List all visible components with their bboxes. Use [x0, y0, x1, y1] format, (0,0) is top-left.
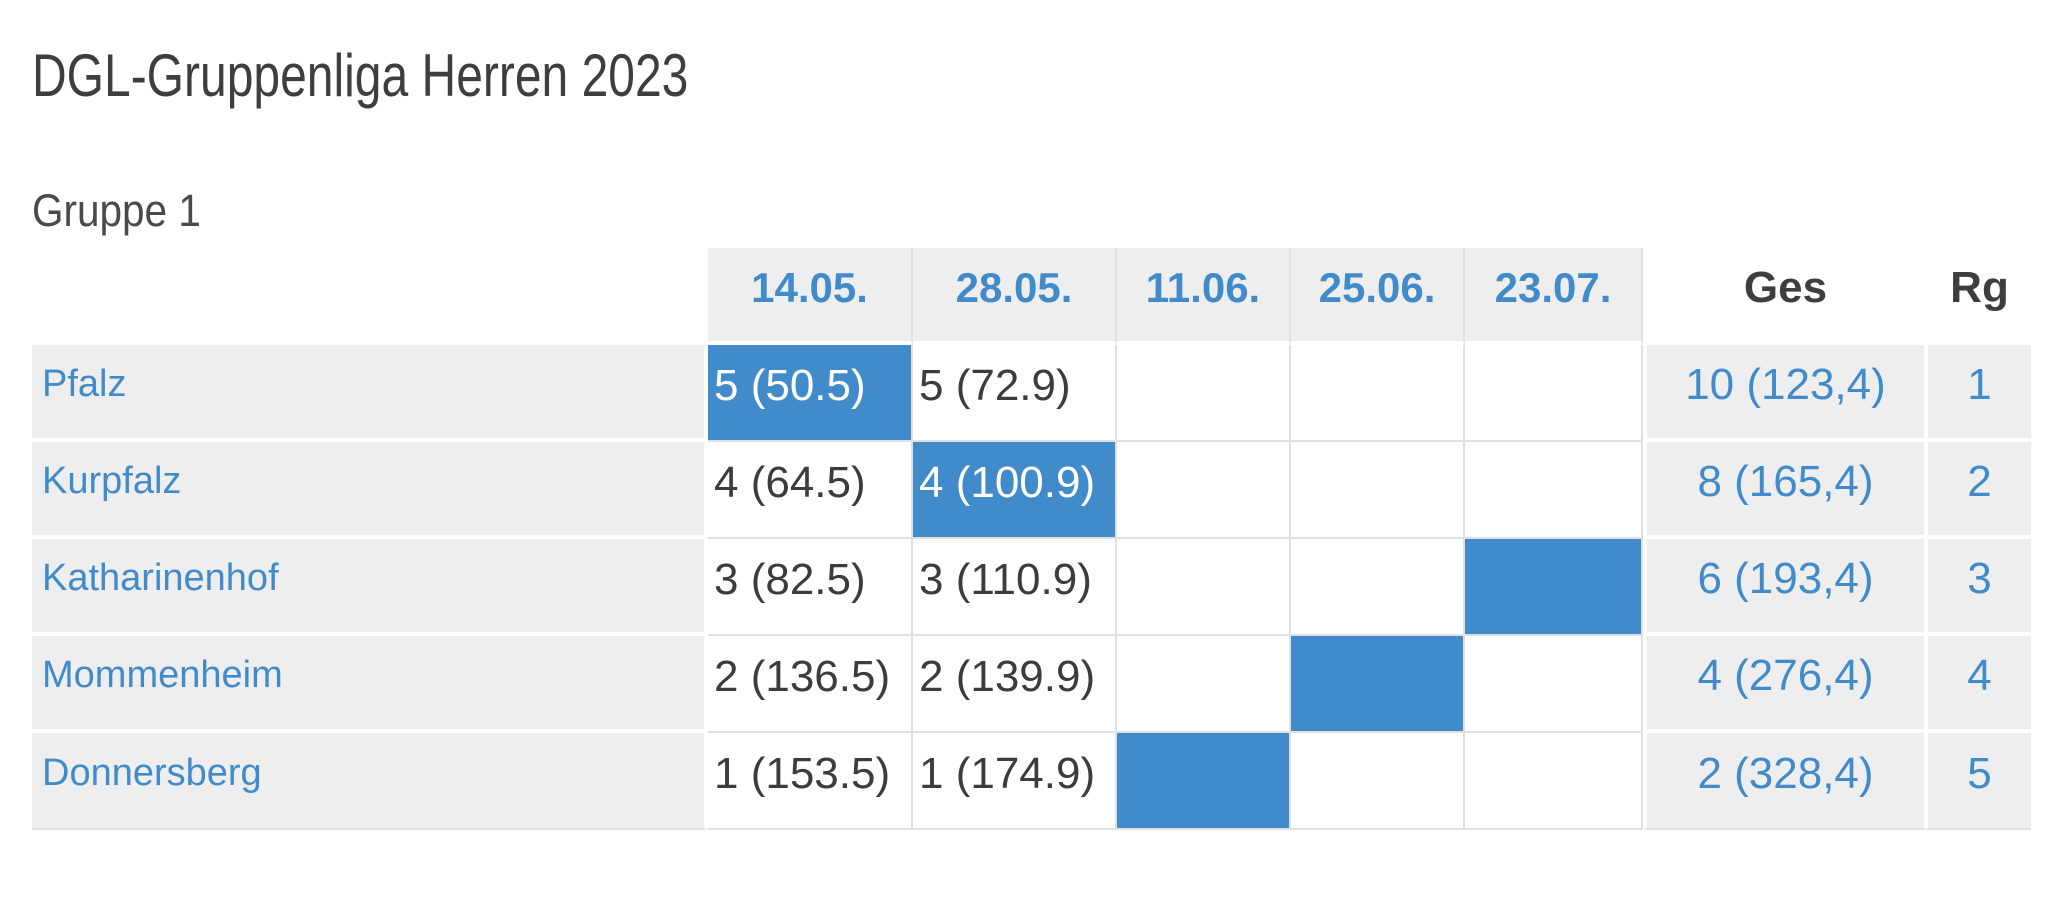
team-link[interactable]: Donnersberg — [42, 752, 262, 794]
date-header-1106[interactable]: 11.06. — [1117, 248, 1291, 345]
team-link[interactable]: Pfalz — [42, 363, 127, 405]
result-cell: 3 (110.9) — [913, 539, 1117, 636]
page: DGL-Gruppenliga Herren 2023 Gruppe 1 14.… — [0, 40, 2048, 830]
team-cell: Kurpfalz — [32, 442, 708, 539]
total-cell: 10 (123,4) — [1643, 345, 1924, 442]
team-link[interactable]: Kurpfalz — [42, 460, 182, 502]
rank-cell: 1 — [1924, 345, 2031, 442]
result-cell — [1291, 539, 1465, 636]
result-cell: 4 (64.5) — [708, 442, 913, 539]
result-cell: 4 (100.9) — [913, 442, 1117, 539]
result-cell — [1291, 345, 1465, 442]
team-cell: Mommenheim — [32, 636, 708, 733]
date-header-1405[interactable]: 14.05. — [708, 248, 913, 345]
header-row: 14.05. 28.05. 11.06. 25.06. 23.07. Ges R… — [32, 248, 2031, 345]
team-cell: Pfalz — [32, 345, 708, 442]
team-cell: Donnersberg — [32, 733, 708, 830]
rank-cell: 3 — [1924, 539, 2031, 636]
result-cell — [1291, 733, 1465, 830]
date-header-2805[interactable]: 28.05. — [913, 248, 1117, 345]
result-cell — [1465, 345, 1643, 442]
total-cell: 2 (328,4) — [1643, 733, 1924, 830]
table-row: Katharinenhof 3 (82.5) 3 (110.9) 6 (193,… — [32, 539, 2031, 636]
result-cell — [1117, 345, 1291, 442]
page-title: DGL-Gruppenliga Herren 2023 — [32, 42, 689, 109]
result-cell — [1465, 733, 1643, 830]
result-cell: 5 (72.9) — [913, 345, 1117, 442]
result-cell — [1117, 733, 1291, 830]
rank-cell: 2 — [1924, 442, 2031, 539]
league-standings-table: 14.05. 28.05. 11.06. 25.06. 23.07. Ges R… — [32, 248, 2031, 830]
result-cell — [1465, 442, 1643, 539]
result-cell — [1117, 442, 1291, 539]
table-row: Mommenheim 2 (136.5) 2 (139.9) 4 (276,4)… — [32, 636, 2031, 733]
total-cell: 8 (165,4) — [1643, 442, 1924, 539]
table-row: Kurpfalz 4 (64.5) 4 (100.9) 8 (165,4) 2 — [32, 442, 2031, 539]
team-cell: Katharinenhof — [32, 539, 708, 636]
result-cell: 1 (174.9) — [913, 733, 1117, 830]
group-title: Gruppe 1 — [32, 185, 201, 236]
rank-cell: 4 — [1924, 636, 2031, 733]
total-header: Ges — [1643, 248, 1924, 345]
corner-header-cell — [32, 248, 708, 345]
result-cell — [1117, 636, 1291, 733]
total-cell: 6 (193,4) — [1643, 539, 1924, 636]
result-cell — [1291, 636, 1465, 733]
team-link[interactable]: Katharinenhof — [42, 557, 279, 599]
table-row: Donnersberg 1 (153.5) 1 (174.9) 2 (328,4… — [32, 733, 2031, 830]
table-row: Pfalz 5 (50.5) 5 (72.9) 10 (123,4) 1 — [32, 345, 2031, 442]
result-cell — [1291, 442, 1465, 539]
date-header-2307[interactable]: 23.07. — [1465, 248, 1643, 345]
result-cell: 2 (136.5) — [708, 636, 913, 733]
result-cell — [1117, 539, 1291, 636]
rank-cell: 5 — [1924, 733, 2031, 830]
result-cell: 3 (82.5) — [708, 539, 913, 636]
result-cell: 5 (50.5) — [708, 345, 913, 442]
rank-header: Rg — [1924, 248, 2031, 345]
total-cell: 4 (276,4) — [1643, 636, 1924, 733]
result-cell: 1 (153.5) — [708, 733, 913, 830]
result-cell — [1465, 636, 1643, 733]
team-link[interactable]: Mommenheim — [42, 654, 283, 696]
result-cell: 2 (139.9) — [913, 636, 1117, 733]
date-header-2506[interactable]: 25.06. — [1291, 248, 1465, 345]
result-cell — [1465, 539, 1643, 636]
